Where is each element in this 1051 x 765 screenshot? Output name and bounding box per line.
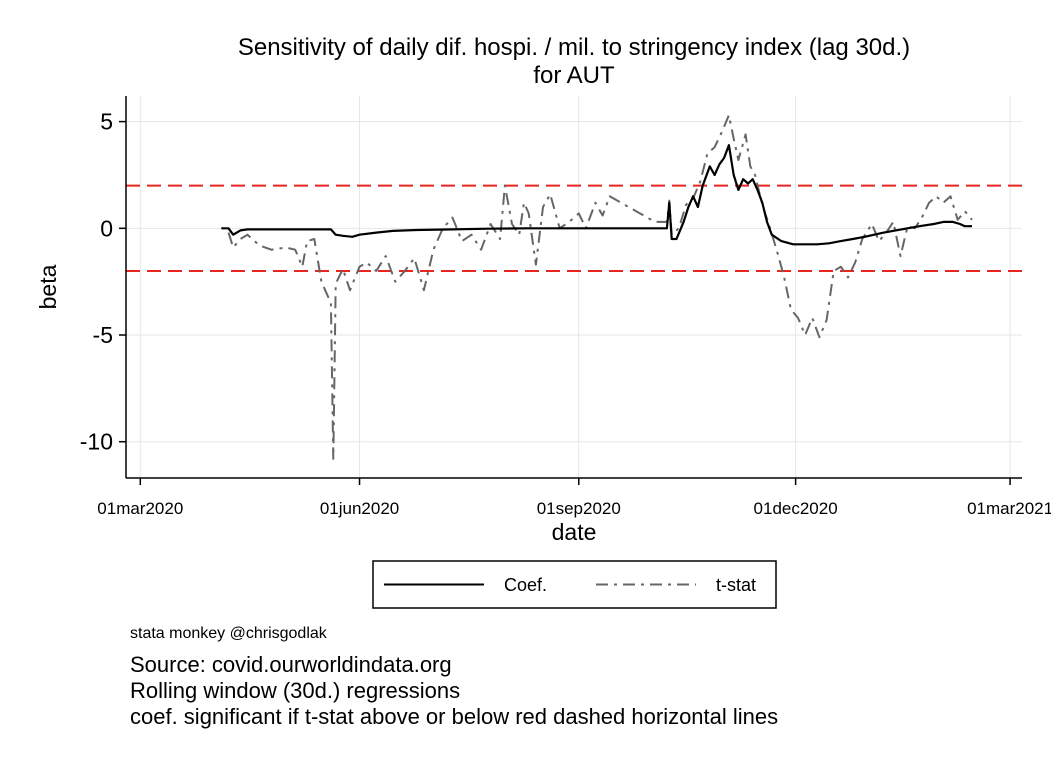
note-method: Rolling window (30d.) regressions [130, 678, 461, 703]
axes [125, 96, 1022, 479]
grid [126, 96, 1022, 478]
y-tick-label: -10 [80, 429, 113, 455]
note-significance: coef. significant if t-stat above or bel… [130, 704, 779, 729]
x-axis-title: date [552, 519, 597, 545]
notes: stata monkey @chrisgodlak Source: covid.… [130, 624, 778, 730]
chart-title: Sensitivity of daily dif. hospi. / mil. … [238, 34, 910, 89]
x-tick-label: 01dec2020 [754, 499, 838, 518]
y-tick-label: 5 [100, 109, 113, 135]
chart-title-line-2: for AUT [533, 62, 615, 89]
y-axis-title: beta [35, 264, 61, 309]
series-lines [221, 114, 973, 460]
y-ticks: 5 0 -5 -10 [80, 109, 126, 455]
chart-title-line-1: Sensitivity of daily dif. hospi. / mil. … [238, 34, 910, 61]
reference-lines [126, 184, 1022, 272]
series-line-coef [221, 144, 972, 246]
note-source: Source: covid.ourworldindata.org [130, 652, 452, 677]
y-tick-label: -5 [93, 322, 113, 348]
legend-label-coef: Coef. [504, 575, 547, 595]
chart: Sensitivity of daily dif. hospi. / mil. … [35, 34, 1051, 609]
x-tick-label: 01mar2020 [97, 499, 183, 518]
credit-note: stata monkey @chrisgodlak [130, 625, 327, 642]
series-line-t-stat [227, 114, 973, 460]
x-tick-label: 01jun2020 [320, 499, 399, 518]
y-tick-label: 0 [100, 215, 113, 241]
legend: Coef. t-stat [372, 560, 777, 609]
x-tick-label: 01mar2021 [967, 499, 1051, 518]
legend-label-t-stat: t-stat [716, 575, 756, 595]
x-ticks: 01mar2020 01jun2020 01sep2020 01dec2020 01ma… [97, 478, 1051, 518]
x-tick-label: 01sep2020 [537, 499, 621, 518]
